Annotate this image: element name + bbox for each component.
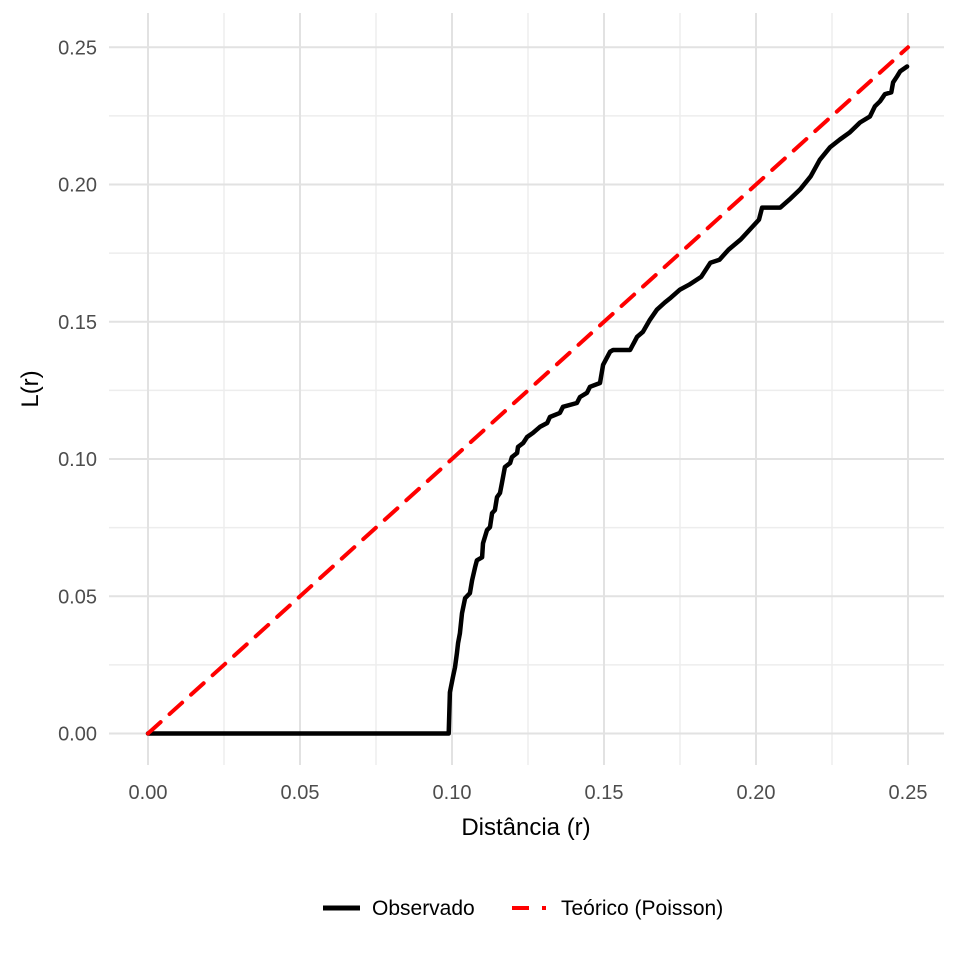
x-tick-label: 0.10 bbox=[433, 782, 472, 804]
legend-label-teorico: Teórico (Poisson) bbox=[561, 897, 723, 920]
x-axis-tick-labels: 0.00 0.05 0.10 0.15 0.20 0.25 bbox=[129, 782, 928, 804]
y-tick-label: 0.05 bbox=[58, 586, 97, 608]
x-tick-label: 0.00 bbox=[129, 782, 168, 804]
x-tick-label: 0.15 bbox=[585, 782, 624, 804]
y-tick-label: 0.15 bbox=[58, 312, 97, 334]
x-tick-label: 0.20 bbox=[737, 782, 776, 804]
series-line-te-rico-poisson bbox=[146, 45, 910, 736]
y-axis-tick-labels: 0.00 0.05 0.10 0.15 0.20 0.25 bbox=[58, 37, 97, 745]
x-tick-label: 0.25 bbox=[889, 782, 928, 804]
legend: Observado Teórico (Poisson) bbox=[323, 897, 723, 920]
legend-item-observado: Observado bbox=[323, 897, 475, 920]
x-axis-title: Distância (r) bbox=[461, 814, 590, 841]
y-tick-label: 0.20 bbox=[58, 175, 97, 197]
y-tick-label: 0.00 bbox=[58, 724, 97, 746]
x-tick-label: 0.05 bbox=[281, 782, 320, 804]
series-line-observado bbox=[145, 64, 910, 736]
y-tick-label: 0.10 bbox=[58, 449, 97, 471]
legend-item-teorico: Teórico (Poisson) bbox=[512, 897, 723, 920]
y-tick-label: 0.25 bbox=[58, 37, 97, 59]
series-lines bbox=[145, 45, 910, 736]
legend-label-observado: Observado bbox=[372, 897, 475, 920]
y-axis-title: L(r) bbox=[17, 370, 44, 407]
